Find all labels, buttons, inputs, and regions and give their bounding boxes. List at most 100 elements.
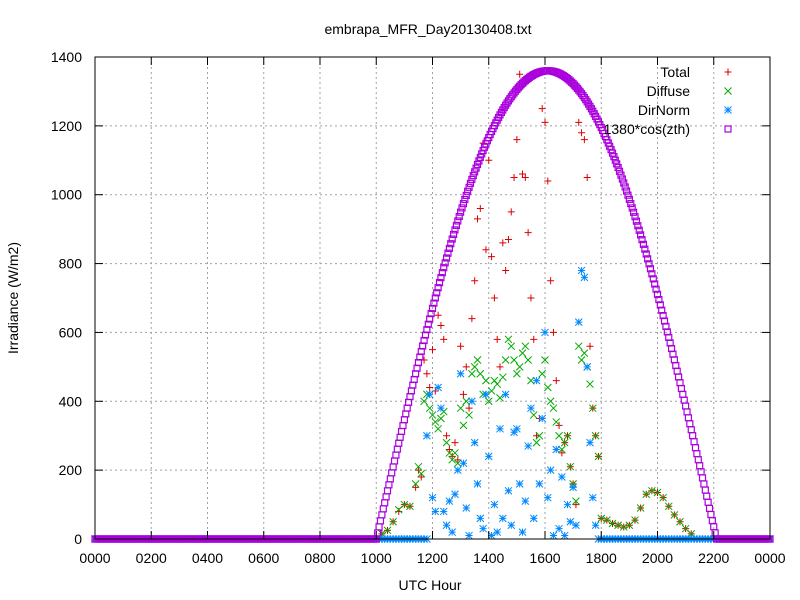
point: [462, 397, 471, 406]
point: [472, 164, 480, 172]
point: [473, 480, 482, 488]
point: [632, 217, 641, 225]
point: [532, 438, 541, 447]
point: [457, 208, 465, 216]
point: [490, 500, 499, 509]
point: [580, 349, 589, 357]
point: [682, 402, 690, 410]
point: [549, 404, 558, 413]
point: [431, 294, 439, 302]
point: [670, 511, 679, 519]
point: [428, 493, 437, 502]
point: [698, 474, 707, 482]
point: [641, 245, 649, 253]
point: [651, 280, 659, 288]
point: [383, 487, 392, 495]
point: [468, 175, 476, 184]
point: [631, 516, 639, 524]
point: [618, 175, 626, 183]
point: [393, 445, 401, 453]
point: [440, 335, 448, 343]
point: [493, 528, 502, 536]
point: [462, 191, 470, 199]
point: [524, 442, 532, 450]
point: [433, 289, 441, 297]
point: [378, 511, 386, 519]
point: [619, 523, 628, 531]
point: [629, 208, 638, 216]
point: [693, 450, 701, 458]
point: [476, 369, 485, 378]
point: [597, 514, 606, 523]
legend-label: Total: [660, 64, 690, 80]
point: [558, 445, 566, 454]
point: [484, 452, 493, 461]
point: [546, 397, 555, 406]
tick-label-x: 1200: [417, 550, 448, 566]
point: [518, 528, 527, 536]
ticks: [94, 56, 771, 540]
point: [445, 449, 454, 457]
point: [376, 517, 385, 525]
point: [624, 191, 632, 199]
point: [679, 390, 687, 398]
point: [434, 284, 442, 292]
point: [447, 240, 455, 248]
point: [429, 346, 436, 354]
point: [580, 136, 588, 144]
point: [462, 504, 471, 512]
tick-label-y: 400: [59, 393, 83, 409]
point: [625, 195, 633, 203]
tick-label-x: 1600: [529, 550, 560, 566]
point: [627, 200, 635, 208]
point: [683, 408, 691, 416]
point: [496, 424, 504, 433]
point: [482, 390, 490, 399]
point: [527, 376, 535, 385]
point: [649, 275, 657, 283]
point: [538, 105, 546, 113]
point: [455, 212, 463, 221]
tick-label-x: 1000: [361, 550, 392, 566]
point: [395, 439, 403, 447]
point: [555, 431, 563, 440]
point: [574, 342, 583, 351]
point: [676, 379, 684, 387]
point: [457, 342, 465, 350]
point: [404, 398, 413, 406]
point: [644, 255, 652, 263]
point: [423, 431, 431, 440]
point: [648, 486, 656, 495]
tick-label-x: 0000: [754, 550, 785, 566]
point: [501, 390, 510, 399]
point: [645, 260, 653, 268]
legend-marker: [724, 125, 732, 133]
point: [563, 431, 572, 440]
point: [442, 254, 451, 262]
point: [496, 363, 504, 371]
point: [453, 466, 462, 474]
point: [468, 397, 476, 406]
point: [664, 502, 673, 511]
point: [639, 240, 648, 248]
point: [708, 517, 716, 525]
point: [504, 335, 513, 344]
point: [448, 235, 456, 243]
point: [448, 455, 457, 464]
point: [493, 380, 502, 388]
point: [425, 404, 434, 413]
point: [515, 363, 524, 371]
point: [535, 480, 544, 488]
tick-label-y: 200: [59, 462, 83, 478]
point: [379, 505, 387, 513]
point: [549, 328, 557, 336]
legend-label: 1380*cos(zth): [604, 121, 690, 137]
point: [448, 528, 457, 536]
point: [469, 172, 477, 180]
point: [680, 396, 688, 404]
point: [375, 523, 383, 531]
point: [417, 473, 425, 481]
point: [395, 507, 403, 515]
point: [407, 387, 416, 395]
